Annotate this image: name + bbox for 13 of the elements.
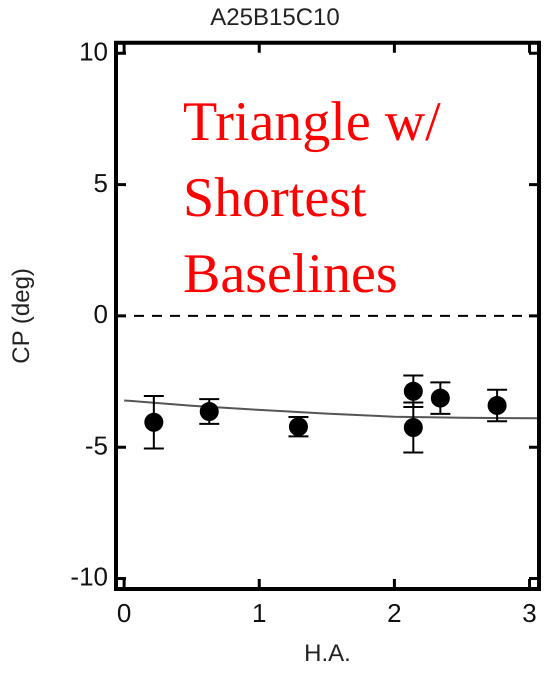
y-tick-label: 0	[94, 299, 108, 330]
y-tick-label: -5	[84, 430, 108, 460]
y-tick-label: -10	[70, 562, 108, 592]
x-axis-title: H.A.	[304, 640, 351, 668]
x-tick-label: 1	[252, 598, 266, 628]
y-tick-label: 5	[94, 168, 108, 198]
chart-title: A25B15C10	[210, 4, 340, 32]
y-axis-title: CP (deg)	[8, 268, 36, 364]
annotation: Triangle w/ Shortest Baselines	[183, 90, 442, 307]
x-tick-label: 0	[116, 598, 132, 628]
x-tick-label: 3	[522, 598, 537, 628]
y-tick-label: 10	[79, 36, 108, 66]
x-tick-label: 2	[387, 598, 402, 628]
